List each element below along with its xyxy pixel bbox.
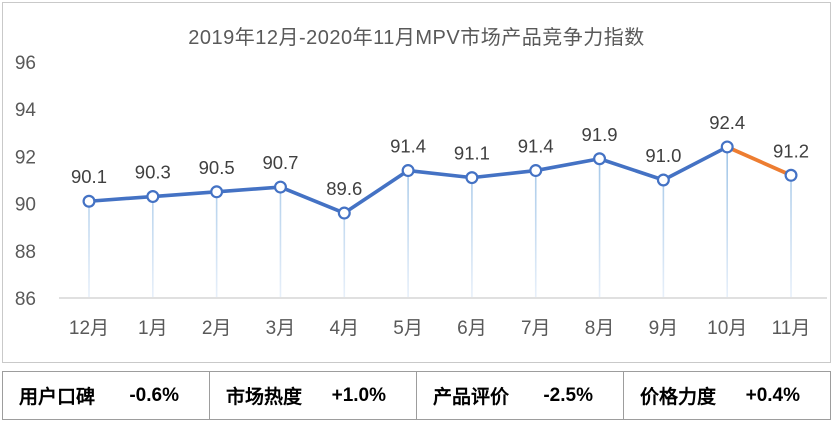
x-axis-tick-label: 5月: [393, 318, 423, 339]
metric-value: -0.6%: [129, 384, 179, 406]
metric-cell-user-reputation: 用户口碑 -0.6%: [3, 372, 210, 419]
data-point-marker: [529, 164, 543, 178]
x-axis-tick-label: 4月: [329, 318, 359, 339]
data-point-marker: [82, 194, 96, 208]
data-point-label: 91.0: [645, 145, 681, 166]
x-axis-tick-label: 1月: [138, 318, 168, 339]
y-axis-tick-label: 88: [15, 242, 36, 263]
x-axis-tick-label: 3月: [266, 318, 296, 339]
metric-value: +1.0%: [331, 384, 386, 406]
y-axis-tick-label: 92: [15, 147, 36, 168]
metric-cell-price-strength: 价格力度 +0.4%: [624, 372, 830, 419]
data-point-marker: [337, 206, 351, 220]
data-point-marker: [465, 171, 479, 185]
data-point-label: 92.4: [709, 112, 745, 133]
data-point-label: 91.1: [454, 143, 490, 164]
last-segment-line: [725, 145, 793, 178]
chart-title: 2019年12月-2020年11月MPV市场产品竞争力指数: [188, 27, 645, 49]
data-point-label: 91.2: [773, 140, 809, 161]
metric-cell-market-heat: 市场热度 +1.0%: [210, 372, 417, 419]
data-point-label: 90.1: [71, 166, 107, 187]
line-chart-card: 86 88 90 92 94 96 12月 1月 2月 3月 4月 5月 6月 7月 8月 9月 10月 11月 9…: [2, 2, 831, 363]
x-axis-tick-label: 2月: [202, 318, 232, 339]
metric-cell-product-rating: 产品评价 -2.5%: [417, 372, 624, 419]
x-axis-tick-label: 7月: [521, 318, 551, 339]
data-point-marker: [401, 164, 415, 178]
x-axis-tick-label: 8月: [585, 318, 615, 339]
data-point-label: 90.7: [262, 152, 298, 173]
metric-label: 价格力度: [640, 387, 717, 408]
x-axis-tick-label: 6月: [457, 318, 487, 339]
data-point-marker: [593, 152, 607, 166]
metric-label: 市场热度: [226, 387, 303, 408]
metrics-bar: 用户口碑 -0.6% 市场热度 +1.0% 产品评价 -2.5% 价格力度 +0…: [2, 371, 831, 420]
data-point-label: 89.6: [326, 178, 362, 199]
y-axis-tick-label: 90: [15, 195, 36, 216]
data-point-label: 90.5: [199, 157, 235, 178]
y-axis-tick-label: 94: [15, 100, 37, 121]
x-axis-tick-label: 9月: [649, 318, 679, 339]
data-point-marker: [273, 180, 287, 194]
competitiveness-line-chart: 86 88 90 92 94 96 12月 1月 2月 3月 4月 5月 6月 7月 8月 9月 10月 11月 9…: [15, 53, 827, 339]
data-point-marker: [784, 168, 798, 182]
metric-label: 用户口碑: [19, 387, 96, 408]
x-axis-tick-label: 12月: [69, 318, 109, 339]
metric-value: -2.5%: [543, 384, 593, 406]
x-axis-tick-label: 10月: [707, 318, 747, 339]
data-point-marker: [656, 173, 670, 187]
y-axis-tick-label: 86: [15, 289, 36, 310]
metric-value: +0.4%: [745, 384, 800, 406]
data-point-label: 91.4: [390, 136, 426, 157]
data-point-label: 90.3: [135, 162, 171, 183]
data-point-label: 91.9: [582, 124, 618, 145]
data-point-marker: [720, 140, 734, 154]
data-point-marker: [146, 190, 160, 204]
data-point-marker: [210, 185, 224, 199]
y-axis-tick-label: 96: [15, 53, 36, 74]
data-point-label: 91.4: [518, 136, 554, 157]
metric-label: 产品评价: [433, 387, 510, 408]
x-axis-tick-label: 11月: [772, 318, 811, 339]
